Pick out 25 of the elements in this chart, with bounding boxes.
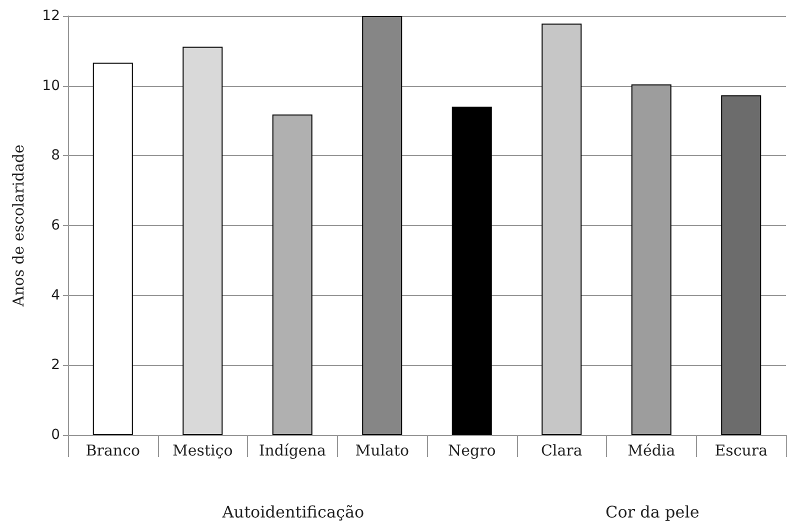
x-tick-label: Escura [714,442,768,460]
bar [721,95,762,435]
text: Cor da pele [606,502,700,522]
bar [362,16,402,435]
y-tick-label: 10 [42,78,60,94]
y-tick-label: 12 [42,8,60,24]
bar [452,106,492,435]
x-tick-label: Branco [86,442,140,460]
y-tick-label: 6 [51,218,60,234]
y-tick-label: 2 [51,357,60,374]
y-tick-label: 8 [51,148,60,164]
y-tick-label: 4 [51,287,60,304]
x-tick-label: Mestiço [172,442,233,460]
bar [272,114,312,435]
x-tick-label: Indígena [258,442,326,460]
text: Autoidentificação [221,502,364,522]
bar [542,24,582,435]
bar [92,62,133,435]
y-tick-label: 0 [51,427,60,443]
x-tick-label: Mulato [355,442,410,460]
bar [182,46,223,435]
x-tick-label: Clara [540,442,582,460]
y-axis-title: Anos de escolaridade [10,144,28,308]
x-tick-label: Média [628,442,676,460]
x-tick-label: Negro [448,442,496,460]
